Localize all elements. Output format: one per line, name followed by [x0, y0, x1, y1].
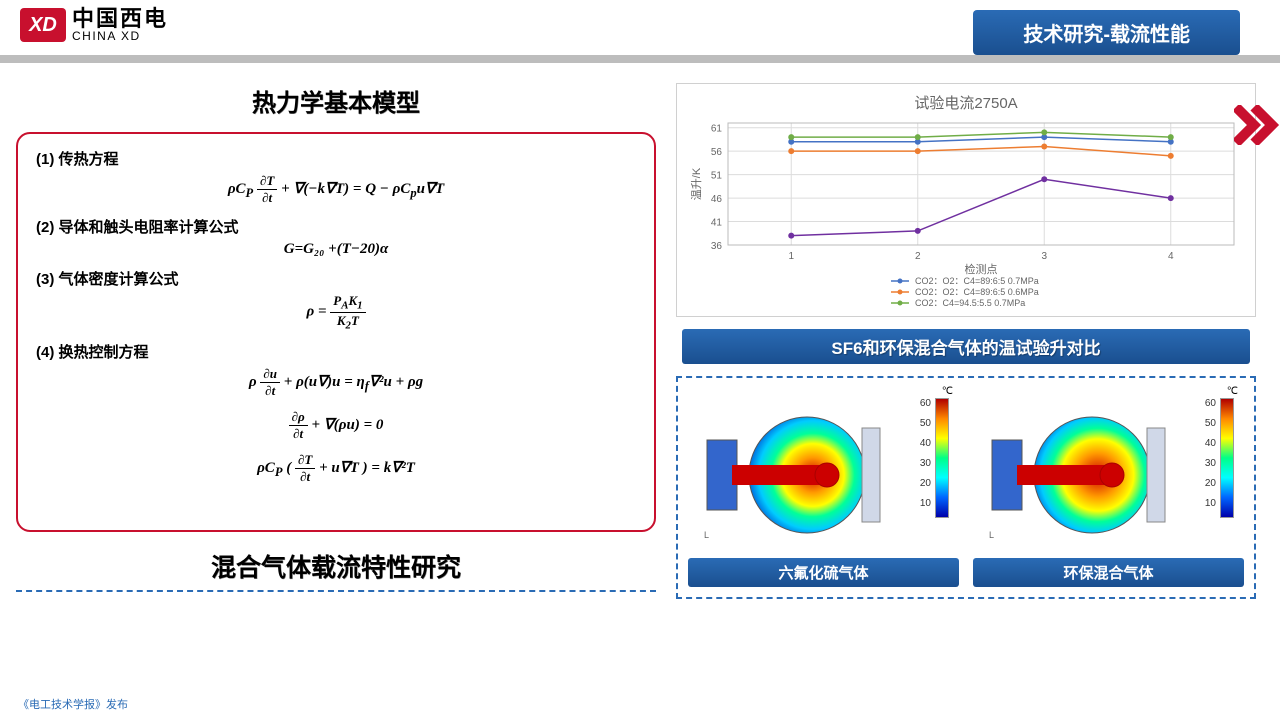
right-column: 试验电流2750A 36 41 46 51 56 61 1 2 3 4 检测点 温升/K CO2：O2：…: [676, 83, 1256, 599]
colorbar-ticks: 605040302010: [1205, 394, 1216, 514]
logo-en: CHINA XD: [72, 30, 168, 42]
svg-text:41: 41: [711, 218, 723, 229]
eq1: ρCP ∂T∂t + ∇(−k∇T) = Q − ρCpu∇T: [36, 173, 636, 206]
eq3: ρ = PAK1K2T: [36, 293, 636, 331]
svg-text:1: 1: [788, 251, 794, 262]
svg-text:36: 36: [711, 241, 723, 252]
svg-text:温升/K: 温升/K: [690, 167, 703, 200]
eq4c: ρCP ( ∂T∂t + u∇T ) = k∇²T: [36, 452, 636, 485]
svg-text:CO2：O2：C4=89:6:5 0.7MPa: CO2：O2：C4=89:6:5 0.7MPa: [915, 276, 1039, 286]
svg-text:CO2：C4=94.5:5.5 0.7MPa: CO2：C4=94.5:5.5 0.7MPa: [915, 298, 1025, 307]
svg-text:CO2：O2：C4=89:6:5 0.6MPa: CO2：O2：C4=89:6:5 0.6MPa: [915, 287, 1039, 297]
eq1-label: (1) 传热方程: [36, 148, 636, 169]
eq2-label: (2) 导体和触头电阻率计算公式: [36, 216, 636, 237]
eq4a: ρ ∂u∂t + ρ(u∇)u = ηf∇²u + ρg: [36, 366, 636, 399]
logo-cn: 中国西电: [72, 8, 168, 30]
sim-left: L 605040302010 ℃ 六氟化硫气体: [688, 390, 959, 587]
line-chart: 试验电流2750A 36 41 46 51 56 61 1 2 3 4 检测点 温升/K CO2：O2：…: [676, 83, 1256, 317]
svg-text:46: 46: [711, 194, 723, 205]
left-column: 热力学基本模型 (1) 传热方程 ρCP ∂T∂t + ∇(−k∇T) = Q …: [16, 83, 656, 599]
sim-right-image: L 605040302010 ℃: [973, 390, 1244, 550]
svg-text:检测点: 检测点: [965, 262, 998, 276]
chart-svg: 36 41 46 51 56 61 1 2 3 4 检测点 温升/K CO2：O2：C4=89:6:5 …: [685, 117, 1247, 307]
section-title: 热力学基本模型: [16, 83, 656, 118]
svg-text:2: 2: [915, 251, 921, 262]
colorbar-unit: ℃: [942, 386, 953, 397]
compare-label: SF6和环保混合气体的温试验升对比: [682, 329, 1250, 364]
colorbar-icon: [1220, 398, 1234, 518]
eq4-label: (4) 换热控制方程: [36, 341, 636, 362]
footer: 《电工技术学报》发布: [18, 696, 128, 712]
svg-text:L: L: [704, 530, 709, 540]
eq4b: ∂ρ∂t + ∇(ρu) = 0: [36, 409, 636, 442]
colorbar-ticks: 605040302010: [920, 394, 931, 514]
header: XD 中国西电 CHINA XD 技术研究-载流性能: [0, 0, 1280, 55]
eq2: G=G₂₀ +(T−20)α: [36, 241, 636, 258]
sim-left-caption: 六氟化硫气体: [688, 558, 959, 587]
colorbar-unit: ℃: [1227, 386, 1238, 397]
svg-text:51: 51: [711, 171, 723, 182]
colorbar-icon: [935, 398, 949, 518]
bottom-title: 混合气体载流特性研究: [16, 548, 656, 584]
svg-text:56: 56: [711, 147, 723, 158]
main: 热力学基本模型 (1) 传热方程 ρCP ∂T∂t + ∇(−k∇T) = Q …: [0, 63, 1280, 599]
divider-grey: [0, 55, 1280, 63]
sim-left-image: L 605040302010 ℃: [688, 390, 959, 550]
simulation-row: L 605040302010 ℃ 六氟化硫气体: [676, 376, 1256, 599]
chart-title: 试验电流2750A: [685, 92, 1247, 113]
formula-box: (1) 传热方程 ρCP ∂T∂t + ∇(−k∇T) = Q − ρCpu∇T…: [16, 132, 656, 532]
svg-text:L: L: [989, 530, 994, 540]
dashed-divider: [16, 590, 656, 592]
svg-text:4: 4: [1168, 251, 1174, 262]
chevron-icon: [1234, 105, 1280, 145]
svg-text:61: 61: [711, 124, 723, 135]
sim-right: L 605040302010 ℃ 环保混合气体: [973, 390, 1244, 587]
title-banner: 技术研究-载流性能: [973, 10, 1240, 55]
eq3-label: (3) 气体密度计算公式: [36, 268, 636, 289]
logo-text: 中国西电 CHINA XD: [72, 8, 168, 42]
sim-right-caption: 环保混合气体: [973, 558, 1244, 587]
logo-mark: XD: [20, 8, 66, 42]
logo: XD 中国西电 CHINA XD: [20, 8, 168, 42]
svg-text:3: 3: [1041, 251, 1047, 262]
